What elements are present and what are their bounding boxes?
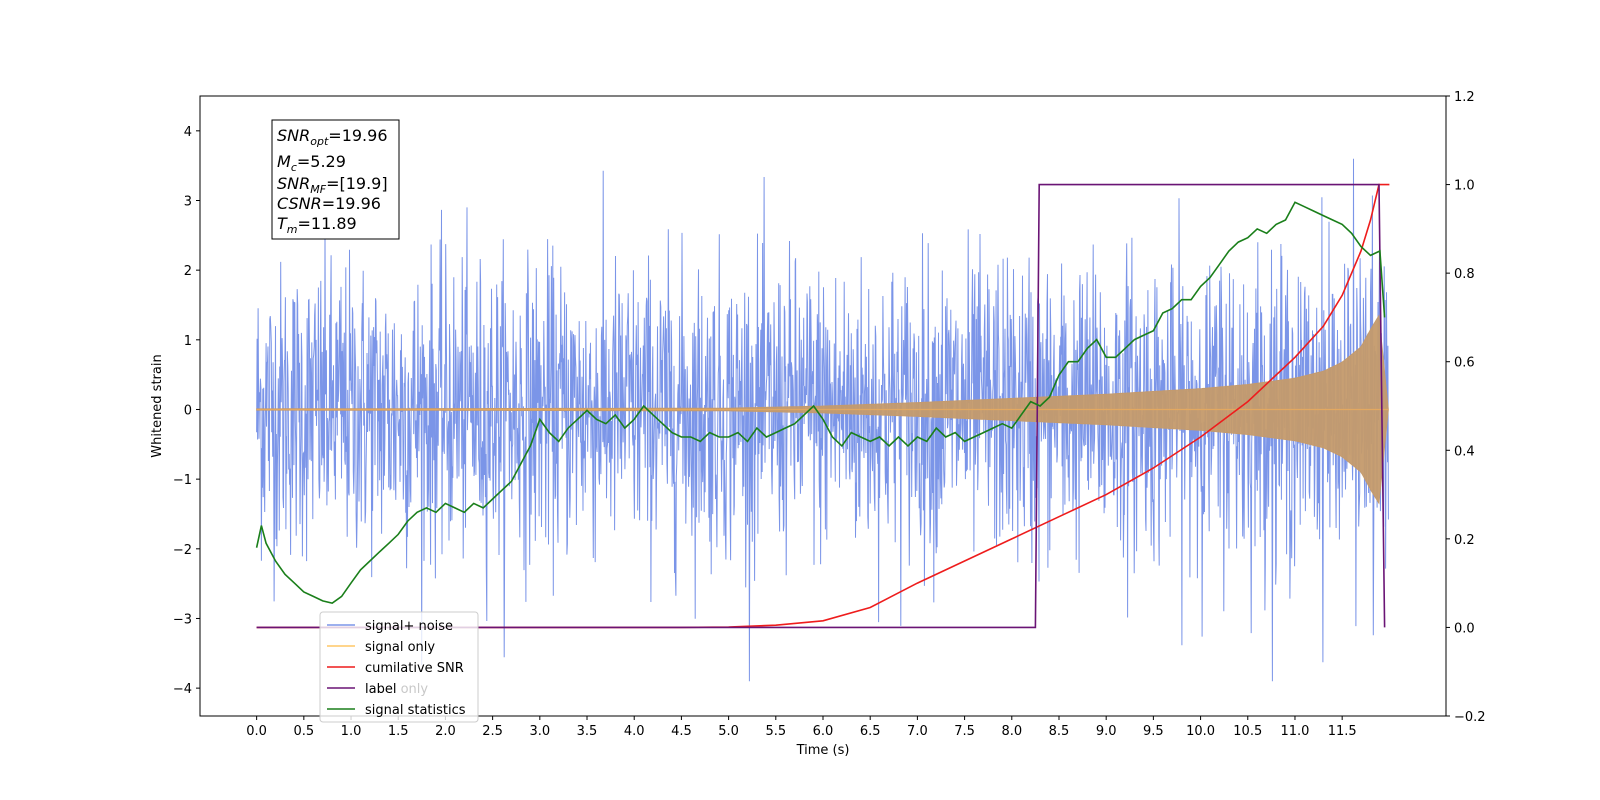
info-box: SNRopt=19.96 Mc=5.29 SNRMF=[19.9] CSNR=1… (271, 119, 400, 240)
x-tick-label: 7.0 (907, 724, 928, 739)
y-tick-label-left: −2 (173, 543, 192, 558)
plot-area (255, 158, 1390, 682)
x-tick-label: 1.5 (388, 724, 409, 739)
y-axis-left: 4 3 2 1 0 −1 −2 −3 −4 (173, 125, 200, 697)
x-tick-label: 5.0 (718, 724, 739, 739)
x-tick-label: 5.5 (765, 724, 786, 739)
legend-label-cumulative-snr: cumilative SNR (365, 661, 464, 676)
y-tick-label-left: 3 (184, 194, 192, 209)
legend-label-label: label (365, 682, 396, 697)
x-tick-label: 8.5 (1049, 724, 1070, 739)
x-tick-label: 0.5 (293, 724, 314, 739)
x-tick-label: 11.5 (1328, 724, 1357, 739)
info-tm: Tm=11.89 (277, 214, 357, 236)
y-tick-label-right: 0.4 (1454, 444, 1475, 459)
x-tick-label: 8.0 (1001, 724, 1022, 739)
series-signal-noise (256, 158, 1389, 682)
x-axis: 0.0 0.5 1.0 1.5 2.0 2.5 3.0 3.5 4.0 4.5 5.0 5.5 6.0 6… (246, 716, 1357, 739)
y-tick-label-right: 1.2 (1454, 90, 1475, 105)
y-axis-label: Whitened strain (150, 354, 165, 457)
y-tick-label-right: 0.8 (1454, 267, 1475, 282)
x-tick-label: 1.0 (341, 724, 362, 739)
info-box-frame (271, 119, 400, 240)
info-mc: Mc=5.29 (277, 152, 346, 174)
y-tick-label-right: −0.2 (1454, 710, 1486, 725)
series-signal-statistics (255, 201, 1386, 604)
x-tick-label: 10.0 (1186, 724, 1215, 739)
legend: signal+ noise signal only cumilative SNR… (319, 611, 479, 723)
y-tick-label-left: 0 (184, 403, 192, 418)
x-tick-label: 11.0 (1280, 724, 1309, 739)
y-tick-label-left: 4 (184, 125, 192, 140)
y-tick-label-right: 0.0 (1454, 621, 1475, 636)
info-snr-opt: SNRopt=19.96 (277, 126, 388, 148)
series-label (256, 183, 1386, 629)
x-axis-label: Time (s) (796, 743, 850, 758)
x-tick-label: 3.5 (577, 724, 598, 739)
x-tick-label: 3.0 (529, 724, 550, 739)
x-tick-label: 10.5 (1233, 724, 1262, 739)
y-tick-label-right: 1.0 (1454, 179, 1475, 194)
x-tick-label: 4.0 (624, 724, 645, 739)
legend-label-signal-statistics: signal statistics (365, 703, 466, 718)
series-layer (255, 158, 1390, 682)
x-tick-label: 4.5 (671, 724, 692, 739)
x-tick-label: 0.0 (246, 724, 267, 739)
series-cumulative-snr (256, 183, 1390, 629)
legend-frame (319, 611, 479, 723)
x-tick-label: 2.0 (435, 724, 456, 739)
y-tick-label-left: −4 (173, 682, 192, 697)
x-tick-label: 6.5 (860, 724, 881, 739)
y-tick-label-left: −1 (173, 473, 192, 488)
x-tick-label: 7.5 (954, 724, 975, 739)
info-snr-mf: SNRMF=[19.9] (277, 174, 388, 196)
y-tick-label-left: 2 (184, 264, 192, 279)
legend-overlap-mask (364, 680, 398, 697)
x-tick-label: 6.0 (813, 724, 834, 739)
y-tick-label-left: −3 (173, 612, 192, 627)
info-csnr: CSNR=19.96 (277, 194, 381, 213)
x-tick-label: 2.5 (482, 724, 503, 739)
legend-label-signal-only: signal only (365, 640, 435, 655)
y-tick-label-left: 1 (184, 334, 192, 349)
x-tick-label: 9.0 (1096, 724, 1117, 739)
legend-label-signal-noise: signal+ noise (365, 619, 453, 634)
y-tick-label-right: 0.2 (1454, 533, 1475, 548)
y-axis-right: 1.2 1.0 0.8 0.6 0.4 0.2 0.0 −0.2 (1446, 90, 1486, 725)
y-tick-label-right: 0.6 (1454, 356, 1475, 371)
x-tick-label: 9.5 (1143, 724, 1164, 739)
